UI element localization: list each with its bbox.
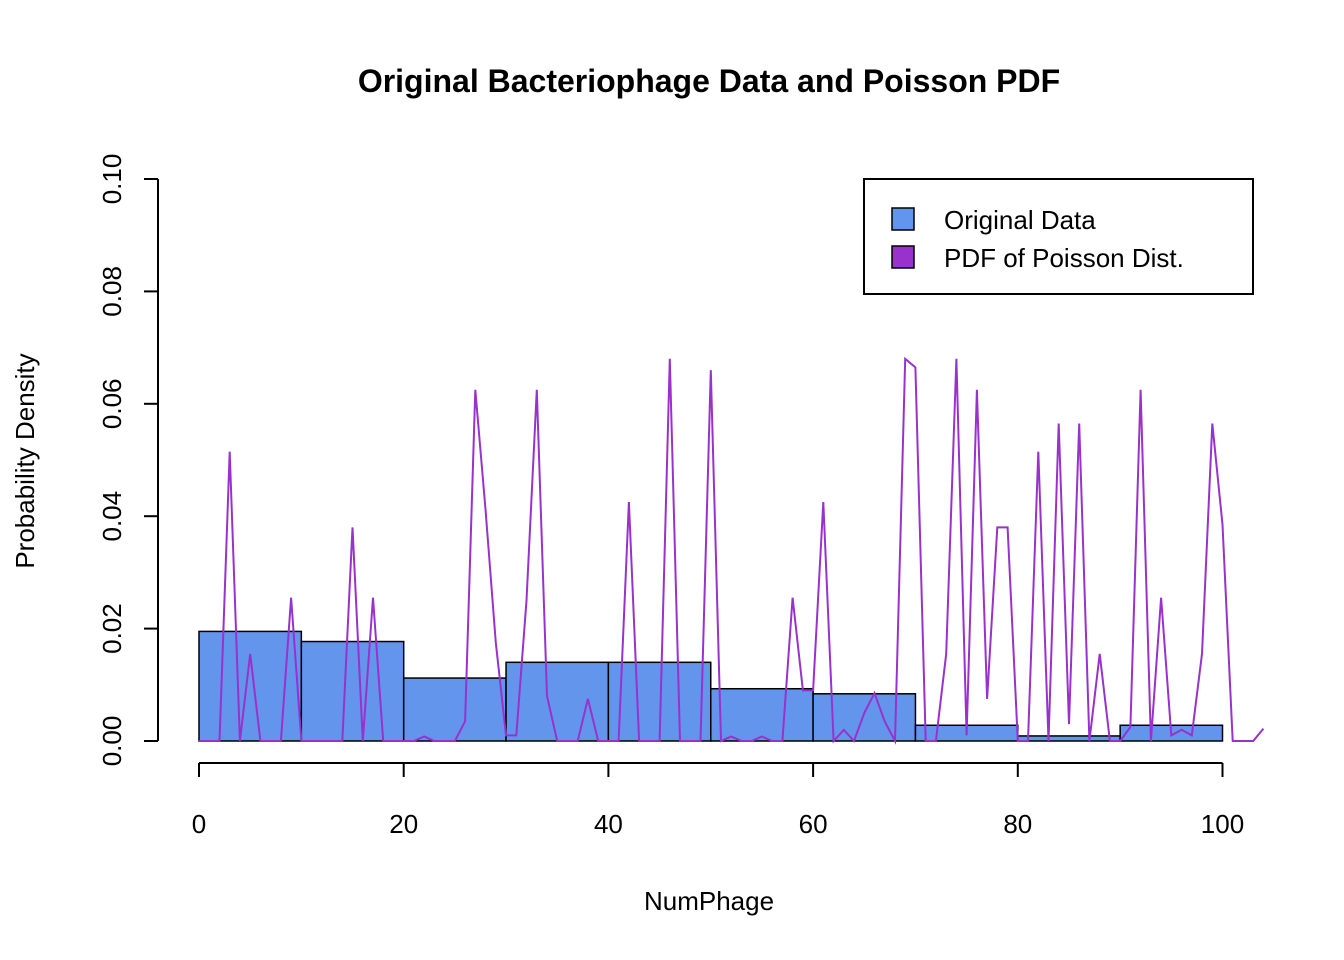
- histogram-bar: [812, 693, 917, 742]
- histogram-bar: [505, 661, 610, 742]
- legend-label-poisson-pdf: PDF of Poisson Dist.: [944, 243, 1184, 273]
- histogram-bar: [402, 677, 507, 742]
- y-axis: 0.00 0.02 0.04 0.06 0.08 0.10: [97, 154, 159, 767]
- y-tick-label: 0.06: [97, 378, 127, 429]
- histogram-bar: [710, 687, 814, 742]
- poisson-pdf-line: [199, 356, 1265, 745]
- y-axis-label: Probability Density: [10, 353, 40, 568]
- x-tick-label: 60: [799, 809, 828, 839]
- y-tick-label: 0.08: [97, 266, 127, 317]
- histogram-bar: [1017, 735, 1121, 742]
- histogram-bar: [198, 630, 303, 742]
- x-axis: 0 20 40 60 80 100: [192, 762, 1244, 839]
- chart-title: Original Bacteriophage Data and Poisson …: [358, 63, 1060, 99]
- histogram-bar: [300, 640, 405, 742]
- x-tick-label: 100: [1201, 809, 1244, 839]
- y-tick-label: 0.10: [97, 154, 127, 205]
- y-tick-label: 0.04: [97, 491, 127, 542]
- legend-swatch-poisson-pdf: [891, 245, 915, 269]
- histogram-bars: [198, 630, 1224, 742]
- x-tick-label: 80: [1003, 809, 1032, 839]
- legend: Original Data PDF of Poisson Dist.: [863, 178, 1254, 295]
- y-tick-label: 0.02: [97, 603, 127, 654]
- legend-label-original-data: Original Data: [944, 205, 1096, 235]
- x-axis-label: NumPhage: [644, 886, 774, 916]
- x-tick-label: 40: [594, 809, 623, 839]
- x-tick-label: 20: [389, 809, 418, 839]
- legend-box: [863, 178, 1254, 295]
- y-tick-label: 0.00: [97, 716, 127, 767]
- legend-swatch-original-data: [891, 207, 915, 231]
- x-tick-label: 0: [192, 809, 206, 839]
